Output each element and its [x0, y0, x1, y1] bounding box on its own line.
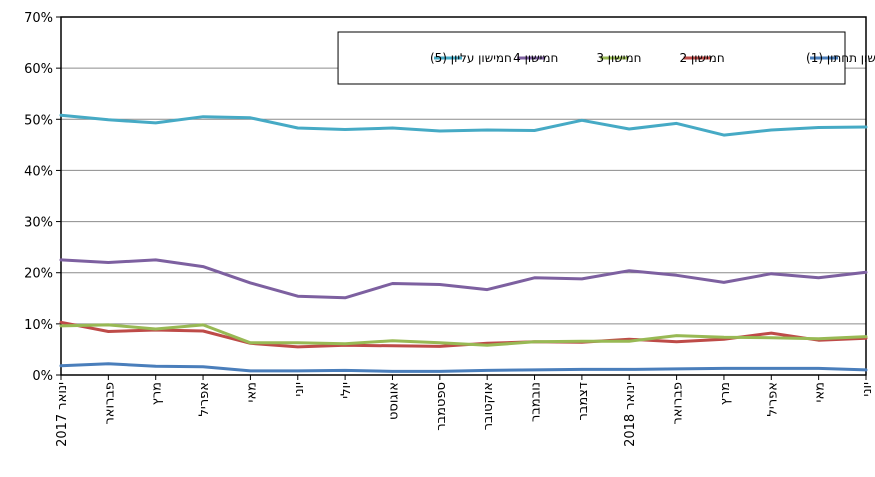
legend-box: [337, 31, 846, 85]
x-tick-label: אפריל: [197, 382, 212, 416]
legend-label: חמישון עליון (5): [430, 51, 512, 65]
x-axis-tickmarks: [60, 375, 867, 380]
x-tick-label: יולי: [339, 382, 354, 399]
x-tick-label: פברואר: [671, 382, 686, 425]
legend-label: חמישון 4: [513, 51, 558, 65]
y-tick-label: 60%: [24, 62, 53, 77]
x-tick-label: נובמבר: [529, 382, 544, 422]
legend-label: חמישון תחתון (1): [806, 51, 875, 65]
y-tick-label: 70%: [24, 11, 53, 26]
series-line-3: [59, 323, 868, 347]
x-axis-ticks: ינואר 2017 פברואר מרץ אפריל מאי יוני יולי אוגוס…: [55, 382, 875, 447]
x-tick-label: אוקטובר: [481, 382, 496, 430]
x-tick-label: אפריל: [765, 382, 780, 416]
x-tick-label: ספטמבר: [434, 382, 449, 431]
x-tick-label: מרץ: [718, 382, 733, 405]
series-lines: [59, 113, 868, 373]
x-tick-label: פברואר: [102, 382, 117, 425]
x-tick-label: מאי: [244, 382, 259, 402]
y-tick-label: 20%: [24, 267, 53, 282]
series-line-1: [59, 362, 868, 373]
x-tick-label: יוני: [292, 382, 307, 397]
x-tick-label: יוני: [860, 382, 875, 397]
y-axis-ticks: 0% 10% 20% 30% 40% 50% 60% 70%: [24, 11, 61, 384]
y-tick-label: 10%: [24, 318, 53, 333]
legend-label: חמישון 2: [679, 51, 724, 65]
series-line-4: [59, 258, 868, 300]
x-tick-label: ינואר 2018: [623, 382, 638, 447]
x-tick-label: דצמבר: [576, 382, 591, 421]
y-tick-label: 40%: [24, 164, 53, 179]
y-tick-label: 0%: [32, 369, 53, 384]
y-tick-label: 50%: [24, 113, 53, 128]
x-tick-label: מרץ: [150, 382, 165, 405]
gridlines: [61, 67, 866, 325]
x-tick-label: ינואר 2017: [55, 382, 70, 447]
x-tick-label: אוגוסט: [386, 382, 401, 420]
legend: חמישון תחתון (1) חמישון 2 חמישון 3 חמישון 4…: [337, 31, 875, 85]
plot-area-border: [60, 16, 867, 376]
y-tick-label: 30%: [24, 216, 53, 231]
series-line-5: [59, 113, 868, 137]
x-tick-label: מאי: [813, 382, 828, 402]
legend-label: חמישון 3: [596, 51, 641, 65]
